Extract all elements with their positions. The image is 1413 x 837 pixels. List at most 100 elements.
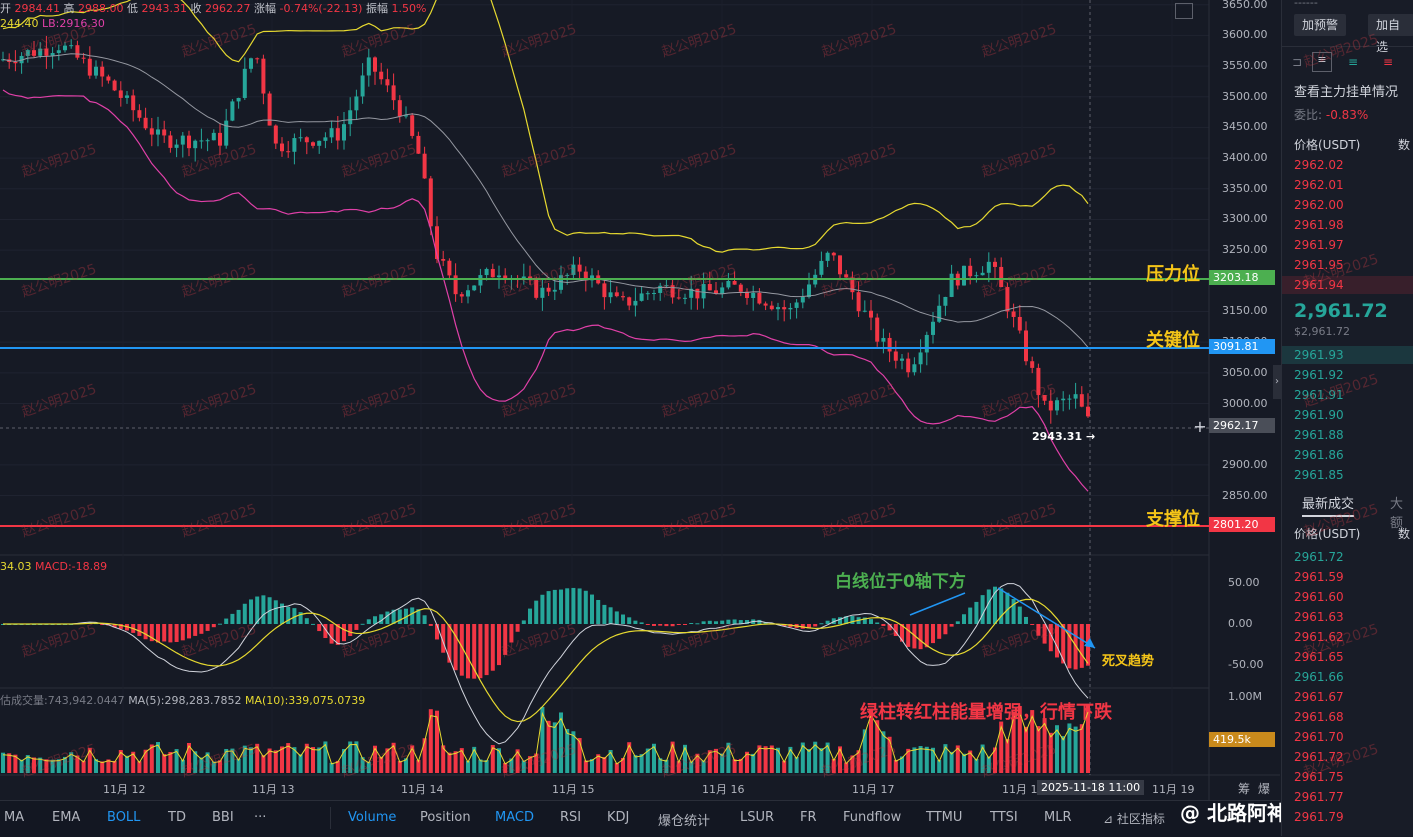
macd-histogram-bar [162, 624, 167, 642]
bid-row[interactable]: 2961.88 [1294, 428, 1344, 442]
bid-row[interactable]: 2961.91 [1294, 388, 1344, 402]
macd-histogram-bar [286, 606, 291, 624]
fullscreen-icon[interactable] [1175, 3, 1193, 19]
candle-body [800, 297, 805, 303]
ask-row[interactable]: 2961.95 [1294, 258, 1344, 272]
sub-indicator-tab[interactable]: Fundflow [843, 810, 902, 825]
ask-row[interactable]: 2961.94 [1294, 278, 1344, 292]
volume-bar [596, 754, 601, 773]
add-alert-button[interactable]: 加预警 [1294, 14, 1347, 36]
volume-bar [838, 746, 842, 773]
macd-histogram-bar [701, 621, 706, 624]
sub-indicator-tab[interactable]: 爆仓统计 [658, 814, 711, 829]
sub-indicator-tab[interactable]: Position [420, 810, 471, 825]
candle-body [342, 124, 346, 141]
sub-indicator-tab[interactable]: MLR [1044, 810, 1072, 825]
indicator-tab[interactable]: MA [4, 810, 25, 825]
bid-row[interactable]: 2961.93 [1294, 348, 1344, 362]
candle-body [738, 284, 743, 292]
volume-bar [906, 748, 911, 773]
chip-label[interactable]: 筹 [1238, 782, 1251, 796]
collapse-panel-icon[interactable]: › [1273, 365, 1281, 399]
crosshair-plus-icon[interactable]: + [1193, 417, 1207, 436]
date-axis-label: 11月 18 [1002, 783, 1045, 796]
macd-histogram-bar [887, 624, 892, 631]
sub-indicator-tab[interactable]: FR [800, 810, 817, 825]
indicator-tab[interactable]: EMA [52, 810, 81, 825]
chart-area[interactable]: 赵公明2025 赵公明2025 赵公明2025 赵公明2025 赵公明2025 赵公明20… [0, 0, 1280, 800]
volume-bar [503, 762, 508, 773]
book-asks-icon[interactable]: ≡ [1383, 55, 1394, 69]
open-label: 开 [0, 2, 11, 15]
sub-indicator-tab[interactable]: LSUR [740, 810, 775, 825]
price-axis-label: 3400.00 [1222, 151, 1268, 165]
candle-body [645, 293, 650, 295]
volume-bar [1048, 732, 1053, 773]
bid-row[interactable]: 2961.86 [1294, 448, 1344, 462]
book-bids-icon[interactable]: ≡ [1348, 55, 1359, 69]
indicator-tab[interactable]: TD [168, 810, 186, 825]
sub-indicator-tab[interactable]: RSI [560, 810, 582, 825]
candle-body [918, 352, 923, 365]
more-indicators-button[interactable]: ··· [254, 810, 267, 825]
macd-histogram-bar [416, 609, 421, 624]
macd-axis-label: 50.00 [1228, 576, 1260, 589]
macd-histogram-bar [466, 624, 470, 679]
candle-body [924, 334, 929, 353]
ask-row[interactable]: 2961.98 [1294, 218, 1344, 232]
volume-bar [75, 755, 80, 773]
candle-body [540, 287, 545, 298]
candle-body [422, 153, 427, 179]
sub-indicator-tab[interactable]: KDJ [607, 810, 630, 825]
volume-bar [819, 748, 824, 773]
price-chart-svg[interactable] [0, 0, 1280, 800]
volume-bar [335, 760, 340, 773]
volume-bar [69, 752, 74, 773]
candle-body [1048, 400, 1053, 411]
volume-bar [1042, 718, 1047, 773]
sub-indicator-tab[interactable]: TTMU [926, 810, 963, 825]
main-orders-link[interactable]: 查看主力挂单情况 [1294, 85, 1399, 100]
volume-bar [50, 759, 55, 773]
indicator-tab[interactable]: BBI [212, 810, 234, 825]
boll-lower-value: LB:2916.30 [42, 17, 105, 30]
trade-row: 2961.79 [1294, 810, 1344, 824]
sub-indicator-tab[interactable]: Volume [348, 810, 397, 825]
candle-body [583, 271, 588, 281]
macd-histogram-bar [726, 619, 731, 624]
candle-body [335, 128, 340, 141]
burst-label[interactable]: 爆 [1258, 782, 1271, 796]
candle-body [782, 307, 787, 310]
candle-body [949, 273, 954, 297]
bid-row[interactable]: 2961.90 [1294, 408, 1344, 422]
ask-row[interactable]: 2962.02 [1294, 158, 1344, 172]
tab-large-trades[interactable]: 大额 [1390, 497, 1404, 531]
macd-histogram-bar [577, 588, 582, 624]
ask-row[interactable]: 2962.00 [1294, 198, 1344, 212]
book-both-icon[interactable]: ≡ [1312, 52, 1332, 72]
candle-body [670, 285, 675, 298]
volume-bar [63, 756, 67, 773]
ask-row[interactable]: 2961.97 [1294, 238, 1344, 252]
candle-body [720, 287, 725, 294]
sub-indicator-tab[interactable]: MACD [495, 810, 534, 825]
bid-row[interactable]: 2961.85 [1294, 468, 1344, 482]
candle-body [862, 310, 867, 312]
macd-histogram-bar [360, 623, 365, 625]
book-view-icon[interactable]: ⊐ [1292, 55, 1303, 69]
volume-bar [590, 759, 594, 773]
sub-indicator-tab[interactable]: TTSI [990, 810, 1018, 825]
candle-body [590, 275, 594, 281]
candle-body [292, 138, 297, 152]
macd-histogram-bar [428, 624, 433, 626]
macd-histogram-bar [348, 624, 353, 637]
community-indicators-button[interactable]: ⊿ 社区指标 [1103, 812, 1165, 826]
bid-row[interactable]: 2961.92 [1294, 368, 1344, 382]
indicator-tab[interactable]: BOLL [107, 810, 141, 825]
macd-histogram-bar [608, 607, 613, 624]
macd-histogram-bar [100, 624, 105, 625]
ask-row[interactable]: 2962.01 [1294, 178, 1344, 192]
trade-row: 2961.66 [1294, 670, 1344, 684]
tab-latest-trades[interactable]: 最新成交 [1302, 493, 1355, 517]
add-watchlist-button[interactable]: 加自选 [1368, 14, 1413, 54]
